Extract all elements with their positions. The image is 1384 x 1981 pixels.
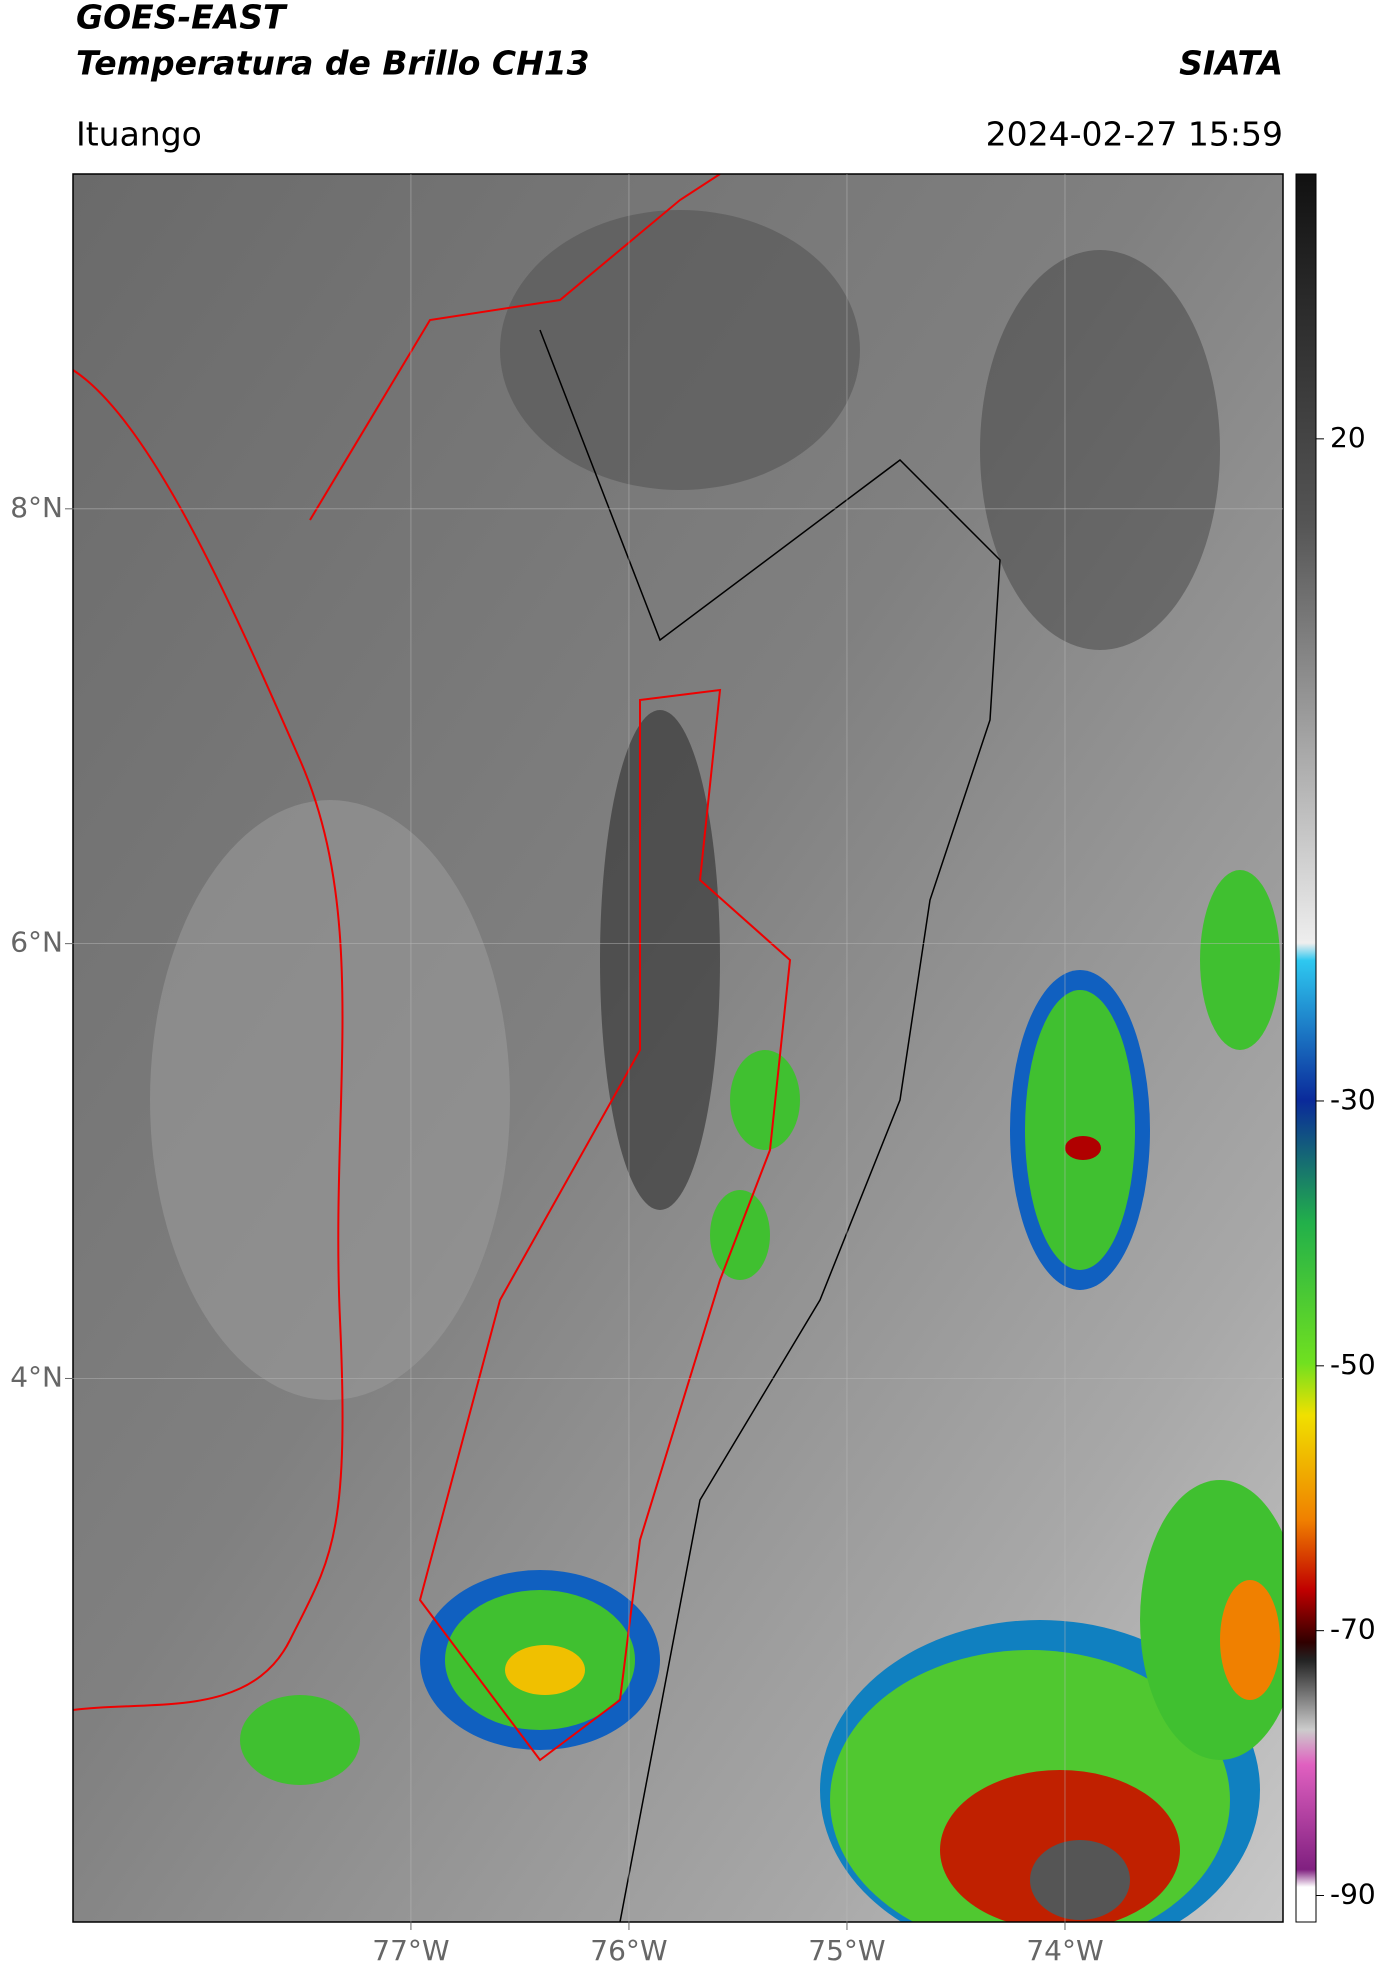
location: Ituango xyxy=(76,115,202,154)
colorbar-tick-label: -70 xyxy=(1330,1613,1376,1646)
lon-tick-label: 77°W xyxy=(372,1934,449,1967)
organization: SIATA xyxy=(1179,44,1283,83)
colorbar-tick-label: -50 xyxy=(1330,1348,1376,1381)
datetime: 2024-02-27 15:59 xyxy=(986,115,1283,154)
lon-tick-label: 74°W xyxy=(1026,1934,1103,1967)
colorbar-tick-label: 20 xyxy=(1330,421,1366,454)
lon-tick-label: 75°W xyxy=(808,1934,885,1967)
colorbar xyxy=(1295,173,1317,1923)
lat-tick-label: 8°N xyxy=(10,491,63,524)
colorbar-tick-label: -30 xyxy=(1330,1083,1376,1116)
lat-tick-label: 4°N xyxy=(10,1360,63,1393)
title-line: Temperatura de Brillo CH13 xyxy=(76,44,590,83)
map-frame xyxy=(72,173,1284,1923)
colorbar-tick-label: -90 xyxy=(1330,1878,1376,1911)
title-line: GOES-EAST xyxy=(76,0,288,37)
lat-tick-label: 6°N xyxy=(10,926,63,959)
lon-tick-label: 76°W xyxy=(590,1934,667,1967)
satellite-image xyxy=(73,174,1283,1922)
